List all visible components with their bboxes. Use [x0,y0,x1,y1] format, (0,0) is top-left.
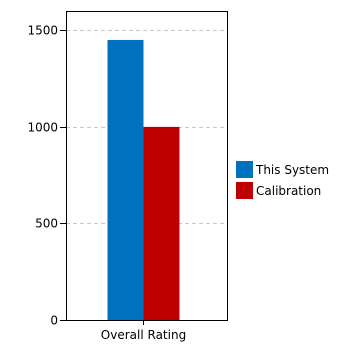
y-tick-label: 0 [50,314,58,328]
legend: This System Calibration [236,161,329,199]
legend-label: Calibration [256,184,321,198]
legend-swatch [236,161,253,178]
plot-area-frame [66,11,228,321]
x-category-label: Overall Rating [101,328,186,342]
y-tick-label: 1000 [27,121,58,135]
y-tick-label: 1500 [27,24,58,38]
legend-label: This System [255,163,329,177]
x-axis: Overall Rating [101,320,186,342]
y-axis: 0 500 1000 1500 [27,24,66,328]
bar-this-system [107,39,144,320]
bars [107,39,180,320]
legend-swatch [236,182,253,199]
y-tick-label: 500 [35,217,58,231]
bar-calibration [143,126,180,320]
